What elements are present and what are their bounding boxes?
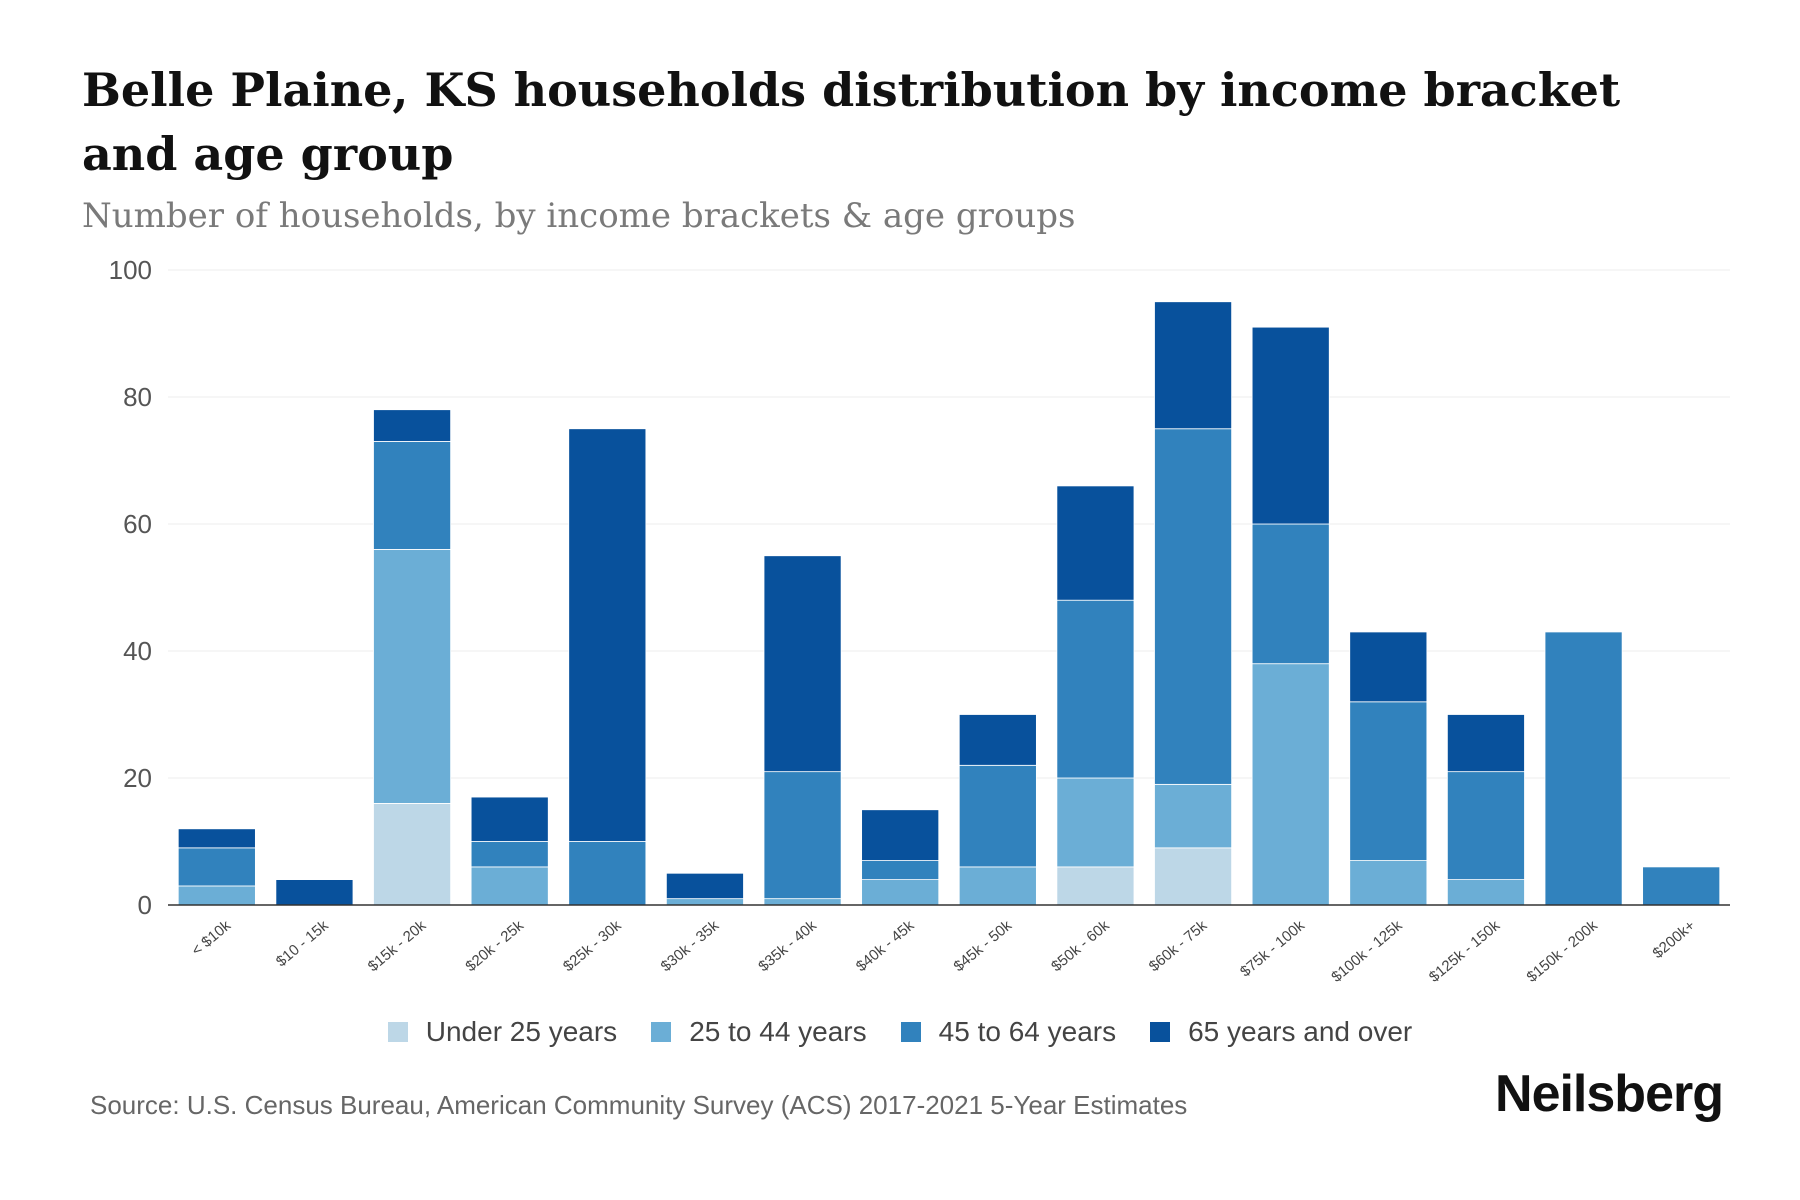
bar-segment xyxy=(665,898,744,906)
y-tick-label: 20 xyxy=(123,763,152,793)
bar-segment xyxy=(861,879,940,906)
bars xyxy=(177,301,1721,906)
x-tick-label: $10 - 15k xyxy=(273,917,332,971)
bar-segment xyxy=(177,828,256,849)
bar-segment xyxy=(1154,428,1233,785)
bar-segment xyxy=(1154,301,1233,430)
bar-segment xyxy=(665,872,744,900)
bar-segment xyxy=(373,409,452,442)
x-tick-label: $30k - 35k xyxy=(658,917,723,975)
x-tick-label: $40k - 45k xyxy=(853,917,918,975)
bar-segment xyxy=(568,428,647,842)
legend-item: 25 to 44 years xyxy=(651,1016,867,1048)
bar-segment xyxy=(470,796,549,842)
y-tick-label: 40 xyxy=(123,636,152,666)
y-tick-label: 0 xyxy=(138,890,152,920)
legend-label: Under 25 years xyxy=(425,1016,618,1047)
bar-segment xyxy=(1056,599,1135,779)
bar-segment xyxy=(1056,866,1135,906)
bar-segment xyxy=(1349,631,1428,703)
legend-item: 45 to 64 years xyxy=(900,1016,1117,1048)
x-tick-label: $50k - 60k xyxy=(1048,917,1113,975)
bar-segment xyxy=(568,841,647,906)
bar-segment xyxy=(763,898,842,906)
x-tick-label: $25k - 30k xyxy=(560,917,625,975)
y-tick-label: 60 xyxy=(123,509,152,539)
bar-segment xyxy=(470,841,549,868)
bar-segment xyxy=(1154,847,1233,906)
y-tick-label: 100 xyxy=(109,255,152,285)
bar-segment xyxy=(763,771,842,900)
bar-segment xyxy=(1446,771,1525,881)
chart-subtitle: Number of households, by income brackets… xyxy=(82,196,1076,236)
legend-label: 45 to 64 years xyxy=(938,1016,1117,1047)
legend-label: 65 years and over xyxy=(1188,1016,1413,1047)
x-tick-label: $75k - 100k xyxy=(1237,917,1308,981)
bar-segment xyxy=(1544,631,1623,906)
x-tick-label: < $10k xyxy=(188,917,234,960)
x-tick-label: $15k - 20k xyxy=(365,917,430,975)
bar-segment xyxy=(1446,714,1525,773)
bar-segment xyxy=(1349,860,1428,906)
x-tick-label: $125k - 150k xyxy=(1426,917,1504,986)
bar-segment xyxy=(1154,783,1233,849)
x-tick-label: $35k - 40k xyxy=(755,917,820,975)
bar-segment xyxy=(1446,879,1525,906)
legend-swatch xyxy=(387,1022,408,1042)
bar-segment xyxy=(861,860,940,880)
legend-item: Under 25 years xyxy=(387,1016,618,1048)
legend-swatch xyxy=(900,1022,921,1042)
y-tick-label: 80 xyxy=(123,382,152,412)
x-tick-label: $100k - 125k xyxy=(1328,917,1406,986)
neilsberg-logo: Neilsberg xyxy=(1495,1065,1724,1123)
legend-swatch xyxy=(1150,1022,1171,1042)
bar-segment xyxy=(1349,701,1428,861)
bar-segment xyxy=(177,885,256,906)
legend-item: 65 years and over xyxy=(1150,1016,1412,1048)
bar-segment xyxy=(1056,485,1135,601)
bar-segment xyxy=(373,441,452,550)
bar-segment xyxy=(275,879,354,906)
source-note: Source: U.S. Census Bureau, American Com… xyxy=(90,1090,1188,1120)
bar-segment xyxy=(177,847,256,887)
bar-segment xyxy=(958,866,1037,906)
legend: Under 25 years 25 to 44 years 45 to 64 yea… xyxy=(0,1016,1800,1048)
bar-segment xyxy=(1251,326,1330,525)
bar-segment xyxy=(373,549,452,804)
bar-segment xyxy=(1056,777,1135,868)
bar-segment xyxy=(1251,663,1330,906)
x-tick-label: $150k - 200k xyxy=(1524,917,1602,986)
stacked-bar-chart: 0 20 40 60 80 100 < $10k $10 - 15k $15k - 20k $20… xyxy=(109,255,1730,986)
bar-segment xyxy=(470,866,549,906)
bar-segment xyxy=(958,714,1037,766)
bar-segment xyxy=(1251,523,1330,665)
x-tick-label: $45k - 50k xyxy=(951,917,1016,975)
chart-title: Belle Plaine, KS households distribution… xyxy=(82,63,1621,181)
x-tick-label: $200k+ xyxy=(1650,917,1699,962)
legend-swatch xyxy=(651,1022,672,1042)
bar-segment xyxy=(373,803,452,906)
x-tick-label: $20k - 25k xyxy=(462,917,527,975)
bar-segment xyxy=(958,764,1037,868)
legend-label: 25 to 44 years xyxy=(689,1016,867,1047)
bar-segment xyxy=(861,809,940,861)
x-tick-label: $60k - 75k xyxy=(1146,917,1211,975)
bar-segment xyxy=(763,555,842,773)
bar-segment xyxy=(1642,866,1721,906)
